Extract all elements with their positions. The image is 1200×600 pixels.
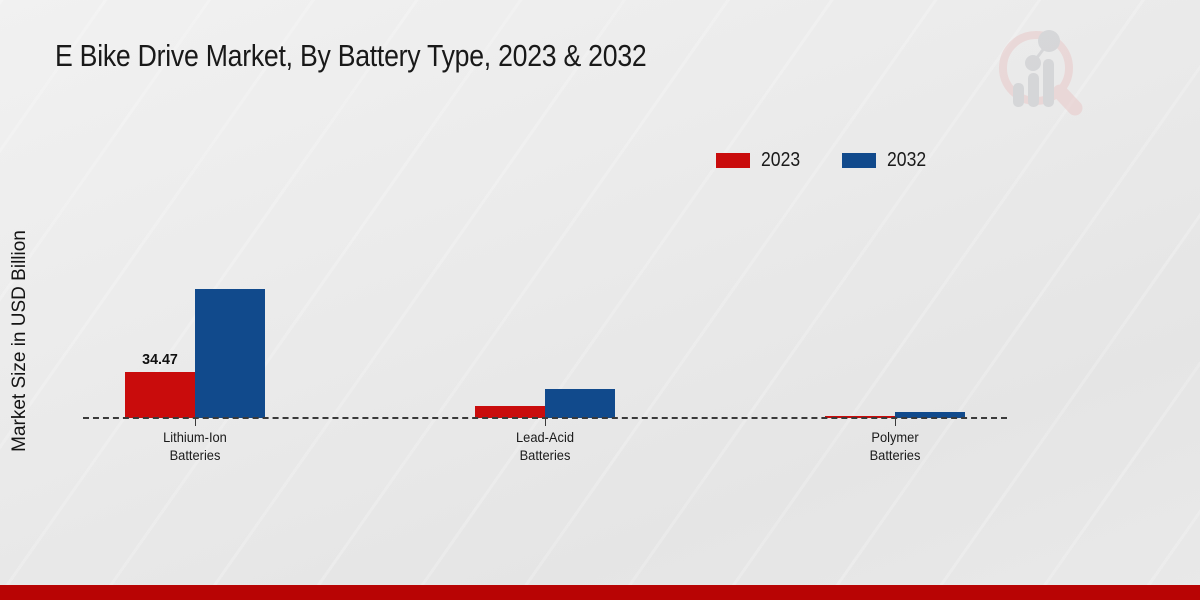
legend-label-2032: 2032 [886, 149, 926, 171]
chart-title: E Bike Drive Market, By Battery Type, 20… [55, 38, 647, 73]
legend-label-2023: 2023 [761, 149, 801, 171]
category-label-lead-acid-batteries: Lead-Acid Batteries [515, 429, 574, 464]
x-axis-tick [895, 419, 896, 426]
bar-2032-lithium-ion-batteries [195, 289, 265, 418]
footer-red-band [0, 585, 1200, 600]
x-axis-tick [545, 419, 546, 426]
bar-value-label: 34.47 [142, 351, 178, 368]
category-label-polymer-batteries: Polymer Batteries [869, 429, 921, 464]
bar-2023-lead-acid-batteries [475, 406, 545, 418]
bar-2032-lead-acid-batteries [545, 389, 615, 418]
bar-2032-polymer-batteries [895, 412, 965, 418]
legend-swatch-2032 [841, 153, 876, 168]
bar-2023-lithium-ion-batteries [125, 372, 195, 418]
x-axis-dashed-baseline [83, 417, 1007, 419]
legend-swatch-2023 [716, 153, 750, 168]
chart-legend: 2023 2032 [716, 149, 931, 172]
legend-item-2032: 2032 [841, 149, 932, 172]
magnifier-bar-chart-logo [999, 30, 1083, 116]
legend-item-2023: 2023 [716, 149, 806, 172]
x-axis-tick [195, 419, 196, 426]
category-label-lithium-ion-batteries: Lithium-Ion Batteries [163, 429, 227, 464]
